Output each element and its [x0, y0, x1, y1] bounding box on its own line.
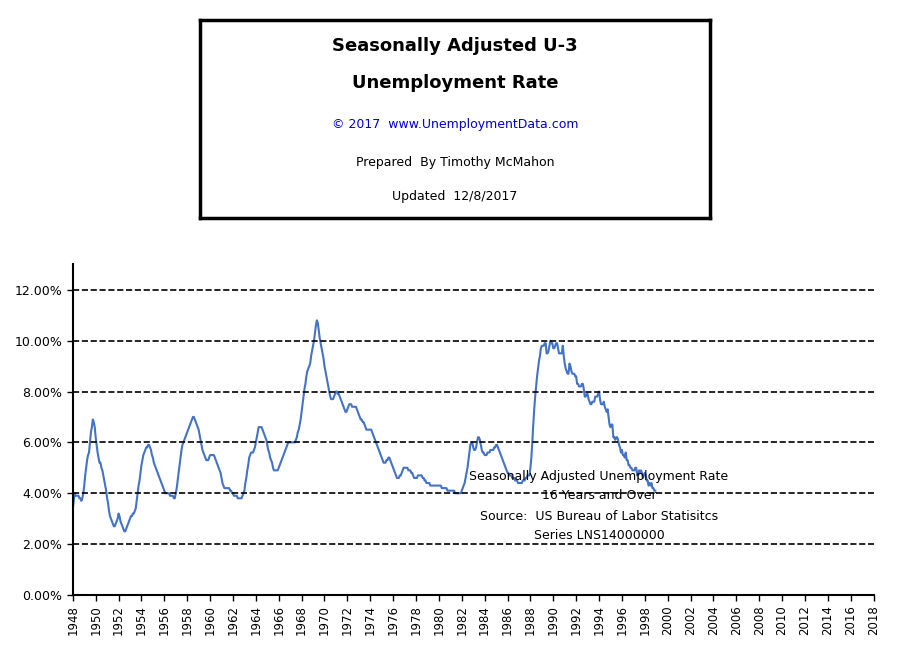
Text: Prepared  By Timothy McMahon: Prepared By Timothy McMahon — [356, 156, 554, 169]
Text: Unemployment Rate: Unemployment Rate — [352, 74, 558, 93]
Text: Seasonally Adjusted U-3: Seasonally Adjusted U-3 — [332, 36, 578, 55]
Text: Source:  US Bureau of Labor Statisitcs
Series LNS14000000: Source: US Bureau of Labor Statisitcs Se… — [480, 510, 718, 542]
Text: Seasonally Adjusted Unemployment Rate
16 Years and Over: Seasonally Adjusted Unemployment Rate 16… — [470, 469, 729, 502]
Text: © 2017  www.UnemploymentData.com: © 2017 www.UnemploymentData.com — [332, 118, 578, 132]
Text: Updated  12/8/2017: Updated 12/8/2017 — [392, 190, 518, 203]
